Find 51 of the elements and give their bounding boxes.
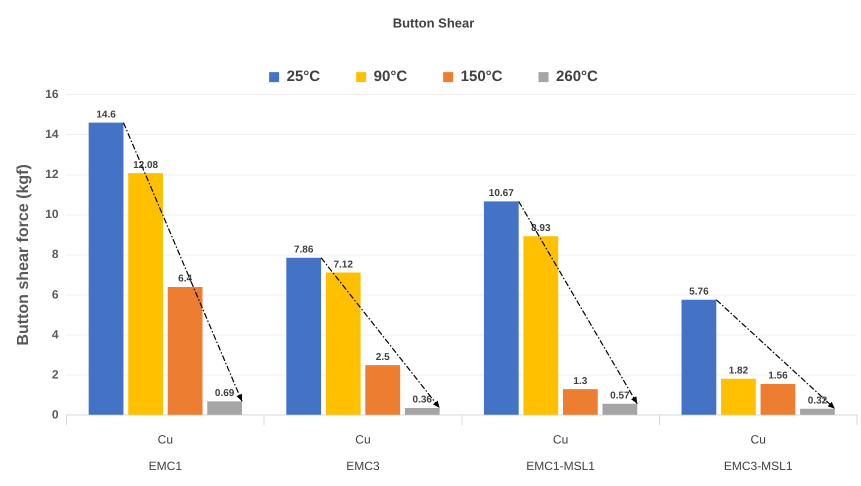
x-tick-label: Cu EMC1 [148, 432, 182, 474]
y-tick-label: 16 [45, 86, 59, 101]
data-label: 1.3 [573, 376, 588, 387]
data-label: 2.5 [376, 352, 390, 363]
bar [760, 384, 796, 415]
x-tick-label: Cu EMC3-MSL1 [724, 432, 793, 474]
data-label: 7.12 [333, 259, 354, 270]
bar [800, 408, 835, 415]
y-tick-label: 12 [45, 167, 59, 182]
x-tick-label: Cu EMC1-MSL1 [526, 432, 596, 474]
y-tick-label: 0 [52, 408, 59, 422]
bar [286, 258, 322, 415]
bar [88, 122, 124, 415]
bar [721, 378, 756, 415]
data-label: 7.86 [294, 244, 314, 256]
y-tick-label: 10 [45, 207, 59, 222]
bar [128, 173, 163, 415]
legend-label: 90°C [374, 68, 408, 86]
data-label: 10.67 [488, 188, 514, 200]
bar [326, 272, 361, 415]
bar [168, 286, 203, 415]
x-tick-label: Cu EMC3 [346, 432, 380, 474]
data-label: 0.32 [808, 396, 828, 407]
bar [365, 365, 400, 415]
data-label: 8.93 [531, 223, 551, 234]
y-axis-title: Button shear force (kgf) [15, 164, 32, 346]
y-tick-label: 14 [45, 126, 59, 141]
bar [523, 236, 558, 415]
bar [562, 389, 598, 415]
data-label: 12.08 [133, 160, 159, 171]
y-tick-label: 2 [52, 367, 59, 382]
legend-label: 260°C [556, 68, 598, 86]
y-tick-label: 6 [52, 287, 59, 302]
bar [207, 401, 242, 415]
data-label: 14.6 [96, 109, 116, 120]
data-label: 6.4 [178, 274, 192, 285]
data-label: 1.82 [728, 365, 749, 376]
bar [682, 300, 716, 415]
data-label: 1.56 [768, 370, 788, 382]
y-tick-label: 4 [52, 327, 59, 342]
y-tick-label: 8 [52, 247, 59, 262]
legend-label: 150°C [460, 68, 503, 86]
bar [404, 408, 440, 415]
bar [602, 404, 638, 415]
data-label: 0.36 [412, 394, 432, 406]
legend-label: 25°C [286, 68, 320, 86]
bar [484, 201, 519, 415]
data-label: 5.76 [689, 286, 710, 298]
data-label: 0.57 [610, 390, 630, 402]
chart-title: Button Shear [392, 15, 474, 30]
data-label: 0.69 [214, 388, 235, 400]
